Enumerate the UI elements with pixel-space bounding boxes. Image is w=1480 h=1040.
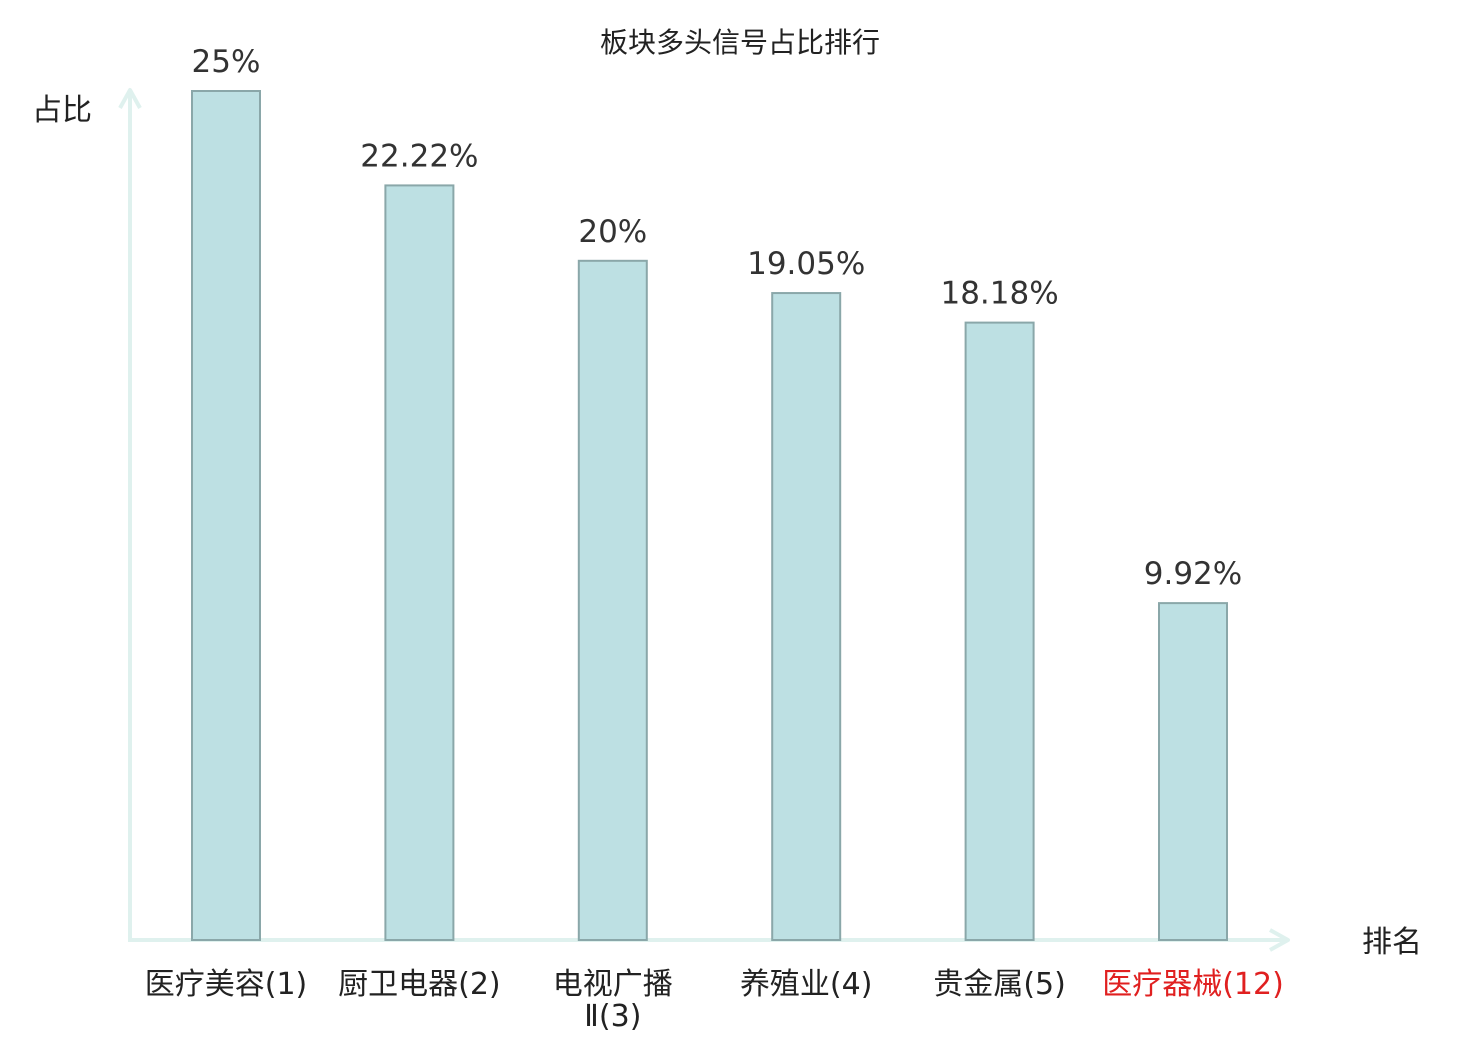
bar-value-label: 19.05% bbox=[747, 246, 865, 282]
x-tick-label-line: Ⅱ(3) bbox=[584, 999, 641, 1034]
bar-value-label: 18.18% bbox=[940, 276, 1058, 312]
bar bbox=[577, 259, 648, 941]
bar bbox=[964, 321, 1035, 942]
x-tick-label: 医疗美容(1) bbox=[145, 967, 308, 1002]
x-tick-label-line: 养殖业(4) bbox=[740, 967, 873, 1002]
x-axis-label: 排名 bbox=[1362, 925, 1422, 960]
bar bbox=[771, 292, 842, 941]
bar-value-label: 9.92% bbox=[1144, 556, 1242, 592]
category-labels-group: 医疗美容(1) 厨卫电器(2) 电视广播 Ⅱ(3) 养殖业(4) 贵金属(5) 医疗器械(1… bbox=[145, 967, 1284, 1034]
x-axis: 排名 bbox=[128, 925, 1422, 960]
y-axis-label: 占比 bbox=[32, 93, 92, 128]
bar bbox=[1158, 602, 1228, 942]
bar-value-label: 22.22% bbox=[360, 138, 478, 174]
chart-title: 板块多头信号占比排行 bbox=[600, 26, 880, 59]
y-axis-arrowhead bbox=[118, 88, 142, 109]
x-tick-label: 养殖业(4) bbox=[740, 967, 873, 1002]
y-axis: 占比 bbox=[32, 88, 142, 940]
x-tick-label-line: 医疗美容(1) bbox=[145, 967, 308, 1002]
x-tick-label: 贵金属(5) bbox=[933, 967, 1066, 1002]
bar-value-label: 20% bbox=[578, 214, 647, 250]
x-axis-arrowhead bbox=[1269, 928, 1290, 952]
x-tick-label: 电视广播 Ⅱ(3) bbox=[553, 967, 673, 1034]
x-tick-label: 厨卫电器(2) bbox=[338, 967, 501, 1002]
x-tick-label-line: 贵金属(5) bbox=[933, 967, 1066, 1002]
bar bbox=[191, 90, 261, 941]
value-labels-group: 25% 22.22% 20% 19.05% 18.18% 9.92% bbox=[192, 44, 1243, 592]
x-tick-label-line: 医疗器械(12) bbox=[1102, 967, 1284, 1002]
x-tick-label: 医疗器械(12) bbox=[1102, 967, 1284, 1002]
x-tick-label-line: 厨卫电器(2) bbox=[338, 967, 501, 1002]
bar bbox=[384, 184, 455, 941]
bar-value-label: 25% bbox=[192, 44, 261, 80]
bars-group bbox=[191, 90, 1228, 942]
x-tick-label-line: 电视广播 bbox=[553, 967, 673, 1002]
